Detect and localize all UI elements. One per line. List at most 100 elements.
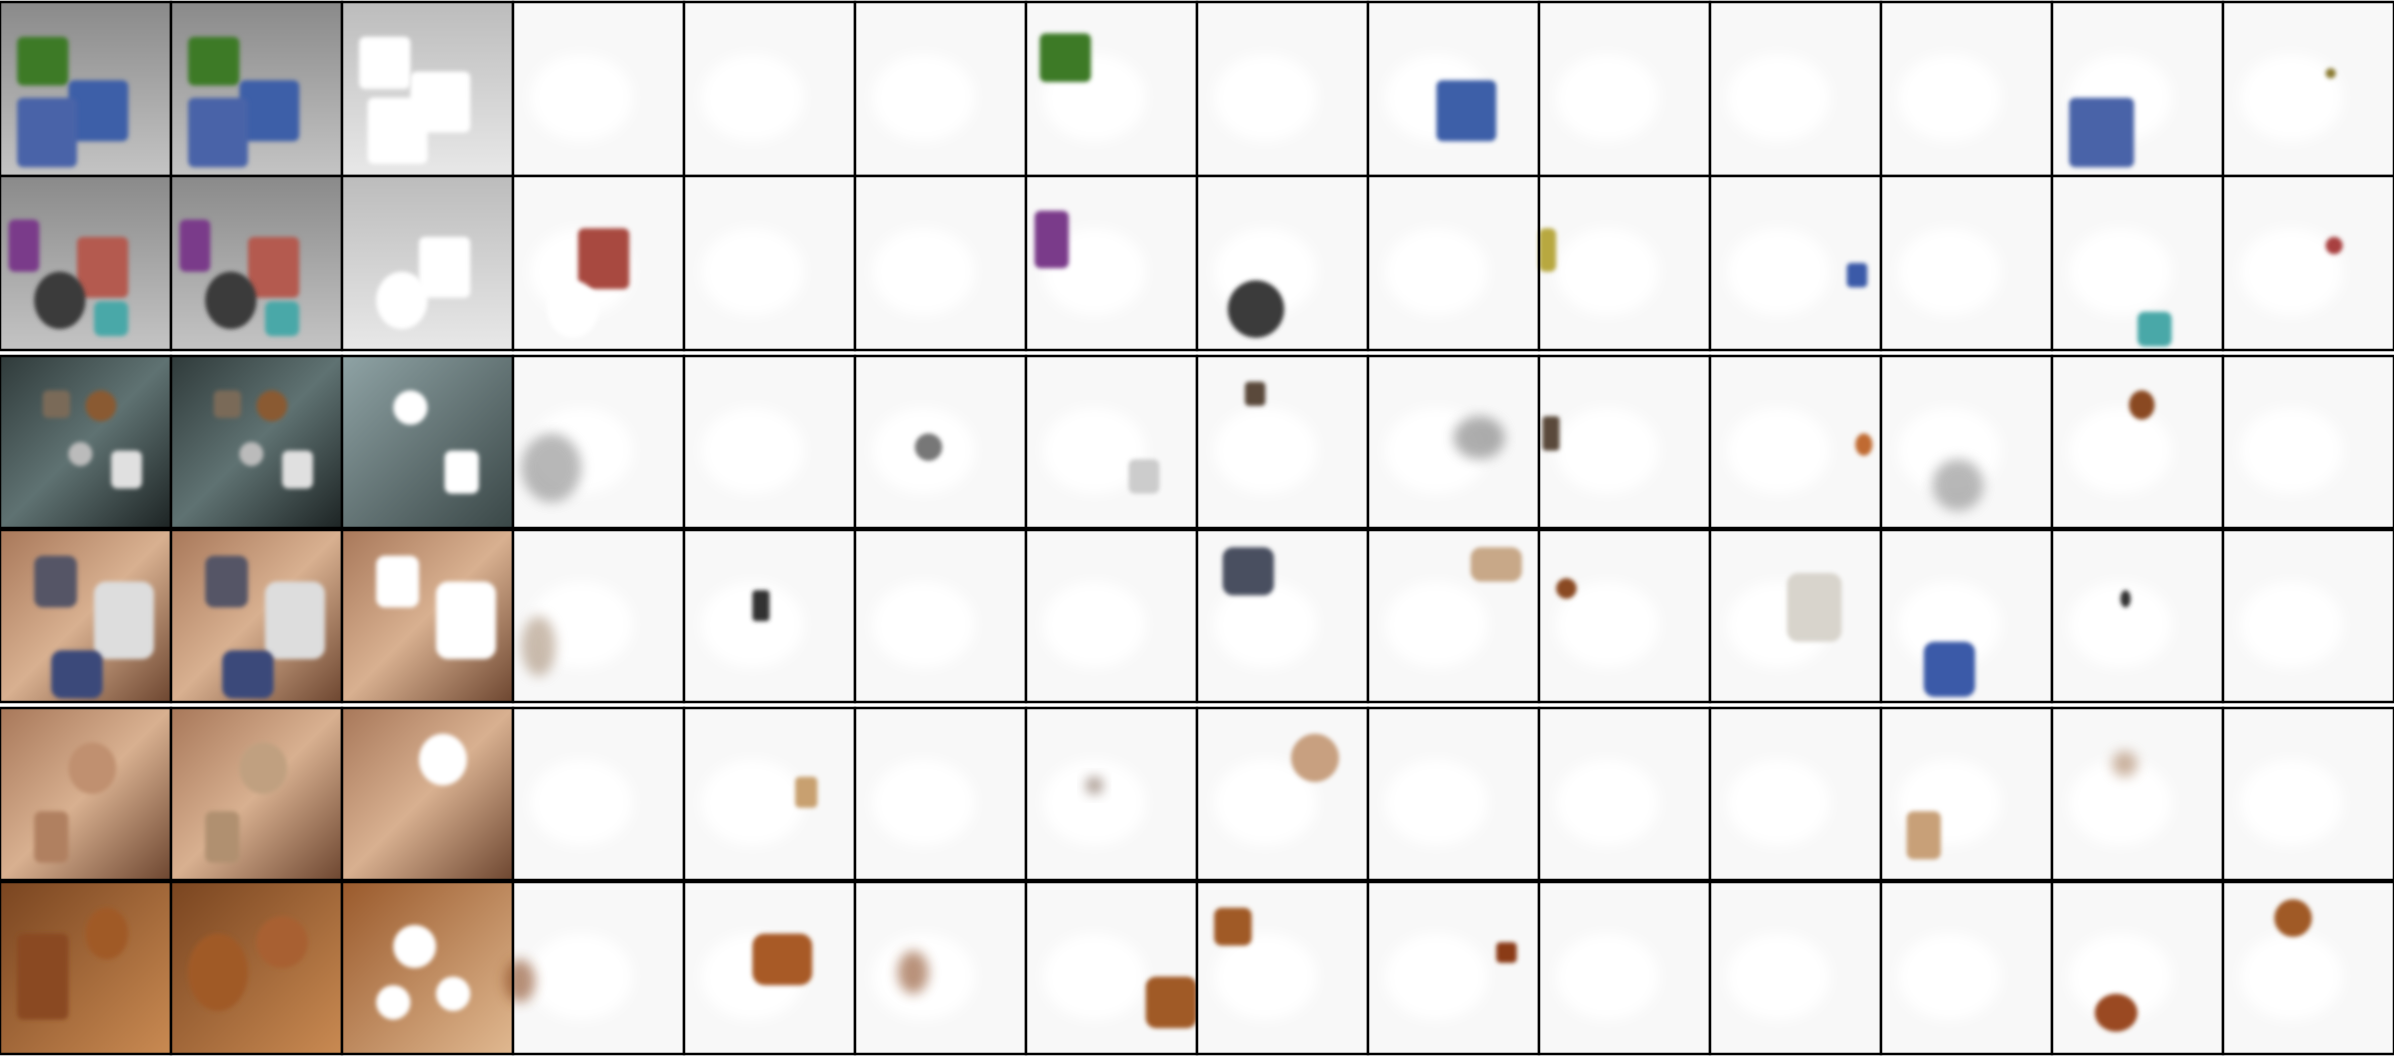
image-cell bbox=[1879, 706, 2054, 882]
image-cell bbox=[682, 354, 857, 530]
object bbox=[85, 390, 117, 422]
object bbox=[444, 450, 479, 494]
silhouette bbox=[1898, 581, 2001, 668]
silhouette bbox=[2240, 228, 2343, 316]
cell-background bbox=[342, 708, 513, 880]
image-cell bbox=[169, 880, 344, 1056]
image-row bbox=[0, 706, 2394, 882]
silhouette bbox=[1556, 228, 1659, 316]
object bbox=[2137, 311, 2172, 347]
image-cell bbox=[682, 528, 857, 704]
object bbox=[1128, 459, 1160, 494]
image-cell bbox=[0, 880, 173, 1056]
silhouette bbox=[1043, 581, 1146, 668]
silhouette bbox=[1043, 407, 1146, 494]
cell-background bbox=[0, 356, 171, 528]
image-cell bbox=[1195, 706, 1370, 882]
image-cell bbox=[1879, 528, 2054, 704]
object bbox=[376, 985, 411, 1020]
image-cell bbox=[2050, 354, 2225, 530]
object bbox=[418, 733, 467, 786]
image-cell bbox=[1195, 174, 1370, 352]
cell-border bbox=[2221, 706, 2394, 882]
image-cell bbox=[2221, 706, 2394, 882]
image-cell bbox=[511, 354, 686, 530]
silhouette bbox=[1727, 228, 1830, 316]
cell-background bbox=[0, 708, 171, 880]
image-cell bbox=[1879, 354, 2054, 530]
object bbox=[205, 271, 257, 330]
image-cell bbox=[340, 174, 515, 352]
cell-background bbox=[342, 882, 513, 1054]
object bbox=[2128, 390, 2155, 420]
object bbox=[94, 581, 154, 659]
object bbox=[547, 280, 599, 338]
image-row bbox=[0, 880, 2394, 1056]
image-cell bbox=[504, 880, 686, 1056]
object bbox=[1222, 547, 1274, 596]
silhouette bbox=[701, 54, 804, 142]
silhouette bbox=[1556, 54, 1659, 142]
object bbox=[34, 555, 77, 608]
silhouette bbox=[2069, 759, 2172, 846]
image-cell bbox=[1366, 706, 1541, 882]
silhouette bbox=[1898, 54, 2001, 142]
image-cell bbox=[1708, 174, 1883, 352]
object bbox=[222, 650, 274, 699]
silhouette bbox=[1727, 759, 1830, 846]
image-cell bbox=[1366, 174, 1541, 352]
image-cell bbox=[1024, 354, 1199, 530]
object bbox=[85, 907, 129, 960]
silhouette bbox=[2069, 581, 2172, 668]
image-cell bbox=[1537, 174, 1712, 352]
object bbox=[1932, 459, 1984, 511]
cell-background bbox=[342, 356, 513, 528]
object bbox=[1244, 381, 1266, 406]
silhouette bbox=[1556, 581, 1659, 668]
silhouette bbox=[1727, 54, 1830, 142]
object bbox=[239, 442, 264, 467]
silhouette bbox=[1898, 228, 2001, 316]
object bbox=[2069, 97, 2135, 168]
object bbox=[256, 916, 308, 968]
image-cell bbox=[682, 880, 857, 1056]
silhouette bbox=[1556, 933, 1659, 1020]
image-cell bbox=[1708, 354, 1883, 530]
object bbox=[8, 219, 40, 272]
silhouette bbox=[1727, 933, 1830, 1020]
image-cell bbox=[169, 528, 344, 704]
image-cell bbox=[1195, 880, 1370, 1056]
image-cell bbox=[169, 0, 344, 178]
object bbox=[436, 581, 496, 659]
image-cell bbox=[2050, 706, 2225, 882]
silhouette bbox=[1385, 581, 1488, 668]
silhouette bbox=[530, 54, 633, 142]
image-row bbox=[0, 354, 2394, 530]
object bbox=[179, 219, 211, 272]
object bbox=[17, 36, 69, 86]
image-cell bbox=[853, 706, 1028, 882]
object bbox=[68, 742, 117, 794]
object bbox=[2120, 590, 2131, 608]
image-cell bbox=[1024, 880, 1199, 1056]
image-cell bbox=[0, 0, 173, 178]
image-cell bbox=[2050, 880, 2225, 1056]
image-cell bbox=[340, 0, 515, 178]
object bbox=[94, 301, 129, 337]
object bbox=[282, 450, 313, 489]
image-cell bbox=[1537, 528, 1712, 704]
cell-border bbox=[2221, 880, 2394, 1056]
object bbox=[1227, 280, 1285, 338]
silhouette bbox=[1214, 933, 1317, 1020]
silhouette bbox=[1385, 228, 1488, 316]
object bbox=[76, 236, 129, 298]
object bbox=[2325, 236, 2343, 255]
silhouette bbox=[2240, 407, 2343, 494]
image-cell bbox=[511, 174, 686, 352]
object bbox=[504, 959, 536, 1003]
object bbox=[17, 933, 69, 1020]
image-cell bbox=[2050, 174, 2225, 352]
image-cell bbox=[1879, 174, 2054, 352]
silhouette bbox=[2069, 228, 2172, 316]
